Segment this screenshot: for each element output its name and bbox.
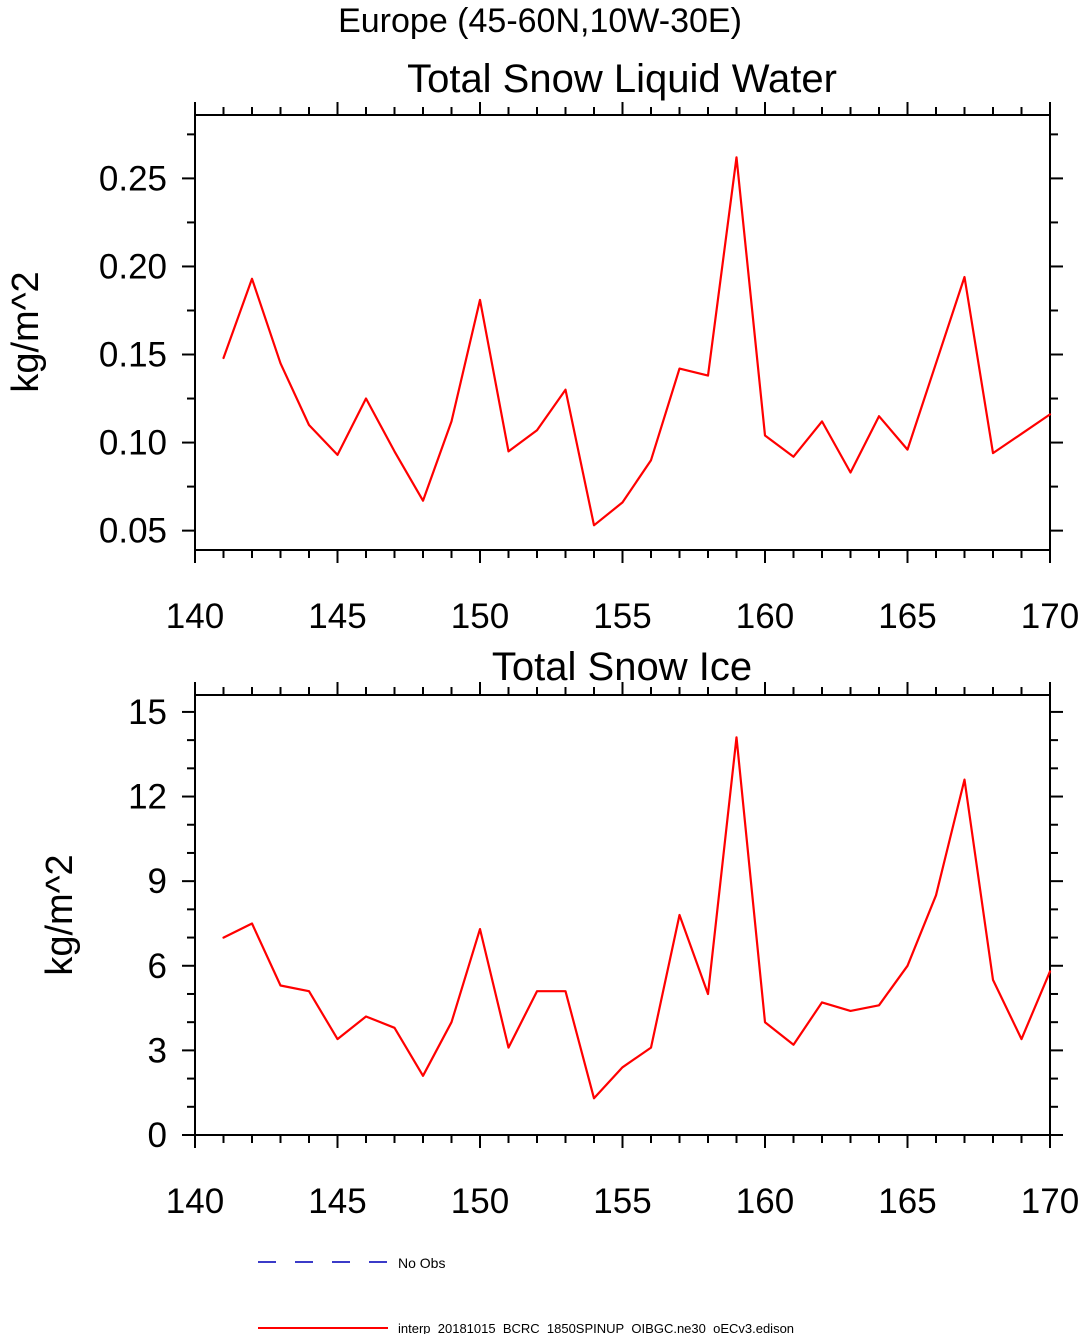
data-line-snow-liquid-water bbox=[222, 156, 1052, 527]
x-tick-label: 165 bbox=[878, 597, 936, 636]
legend: No Obs interp_20181015_BCRC_1850SPINUP_O… bbox=[258, 1255, 794, 1334]
x-tick-label: 150 bbox=[451, 597, 509, 636]
y-axis-label-bottom: kg/m^2 bbox=[39, 854, 81, 975]
x-tick-label: 165 bbox=[878, 1182, 936, 1221]
y-tick-label: 0.05 bbox=[99, 512, 167, 551]
x-tick-label: 170 bbox=[1021, 597, 1079, 636]
y-tick-label: 0 bbox=[148, 1116, 167, 1155]
y-tick-label: 12 bbox=[128, 778, 167, 817]
y-tick-label: 9 bbox=[148, 862, 167, 901]
y-tick-label: 0.20 bbox=[99, 247, 167, 286]
legend-label-no-obs: No Obs bbox=[398, 1255, 445, 1271]
plot-area-top: 140 145 150 155 160 165 170 0.05 0.10 0.15 0.20 0.2… bbox=[99, 102, 1079, 636]
x-tick-label: 145 bbox=[308, 597, 366, 636]
chart-title-top: Total Snow Liquid Water bbox=[407, 57, 837, 101]
x-tick-label: 155 bbox=[593, 597, 651, 636]
x-tick-label: 145 bbox=[308, 1182, 366, 1221]
plot-area-bottom: 140 145 150 155 160 165 170 0 3 6 9 12 15 bbox=[128, 682, 1079, 1221]
chart-title-bottom: Total Snow Ice bbox=[492, 645, 752, 689]
main-title: Europe (45-60N,10W-30E) bbox=[338, 2, 742, 40]
x-tick-label: 140 bbox=[166, 597, 224, 636]
x-tick-label: 140 bbox=[166, 1182, 224, 1221]
chart-total-snow-liquid-water: Total Snow Liquid Water kg/m^2 140 145 150… bbox=[5, 57, 1079, 636]
data-line-snow-ice bbox=[222, 736, 1052, 1100]
x-tick-label: 150 bbox=[451, 1182, 509, 1221]
y-tick-label: 0.25 bbox=[99, 159, 167, 198]
y-tick-label: 3 bbox=[148, 1031, 167, 1070]
y-axis-label-top: kg/m^2 bbox=[5, 271, 47, 392]
y-tick-label: 0.15 bbox=[99, 336, 167, 375]
y-tick-label: 6 bbox=[148, 947, 167, 986]
chart-total-snow-ice: Total Snow Ice kg/m^2 140 145 150 155 160 165… bbox=[39, 645, 1079, 1221]
y-tick-label: 15 bbox=[128, 693, 167, 732]
x-tick-label: 160 bbox=[736, 597, 794, 636]
x-tick-label: 160 bbox=[736, 1182, 794, 1221]
legend-label-model-run: interp_20181015_BCRC_1850SPINUP_OIBGC.ne… bbox=[398, 1321, 794, 1334]
y-tick-label: 0.10 bbox=[99, 424, 167, 463]
x-tick-label: 155 bbox=[593, 1182, 651, 1221]
x-tick-label: 170 bbox=[1021, 1182, 1079, 1221]
